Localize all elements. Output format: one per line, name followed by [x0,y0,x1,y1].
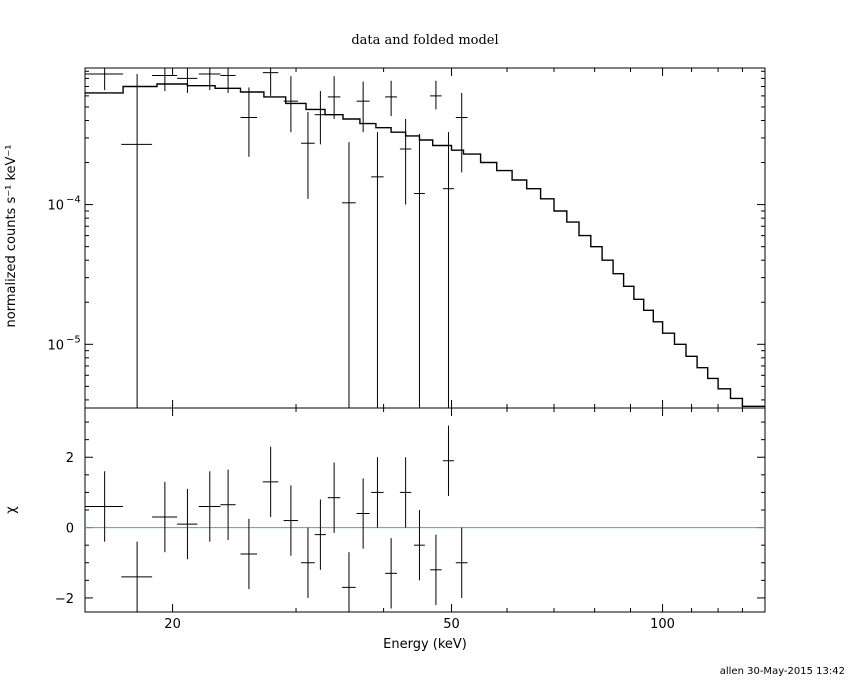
bottom-x-ticks [84,408,766,612]
data-error-bars [85,68,468,408]
top-plot-frame [84,67,766,409]
model-line [85,83,765,407]
top-x-ticks [84,68,766,408]
y-tick-label-exponent: −4 [66,195,81,206]
x-tick-label: 50 [443,617,460,632]
y-tick-label: 2 [66,451,74,466]
top-y-axis-label: normalized counts s⁻¹ keV⁻¹ [4,145,19,328]
top-y-tick-labels: 10−410−5 [47,195,80,354]
bottom-y-tick-labels: −2 0 2 [55,451,74,607]
chart-title: data and folded model [351,33,498,48]
x-tick-label: 20 [164,617,181,632]
y-tick-label: 0 [66,522,74,537]
top-y-ticks [85,70,765,401]
x-tick-label: 100 [650,617,675,632]
y-tick-label: 10 [47,338,64,353]
footer-credit: allen 30-May-2015 13:42 [720,666,845,677]
model-step [85,83,765,407]
x-tick-labels: 20 50 100 [164,617,675,632]
y-tick-label: −2 [55,592,74,607]
y-tick-label: 10 [47,199,64,214]
x-axis-label: Energy (keV) [383,637,467,652]
bottom-y-axis-label: χ [4,506,19,514]
y-tick-label-exponent: −5 [66,334,81,345]
residual-error-bars [85,425,468,612]
